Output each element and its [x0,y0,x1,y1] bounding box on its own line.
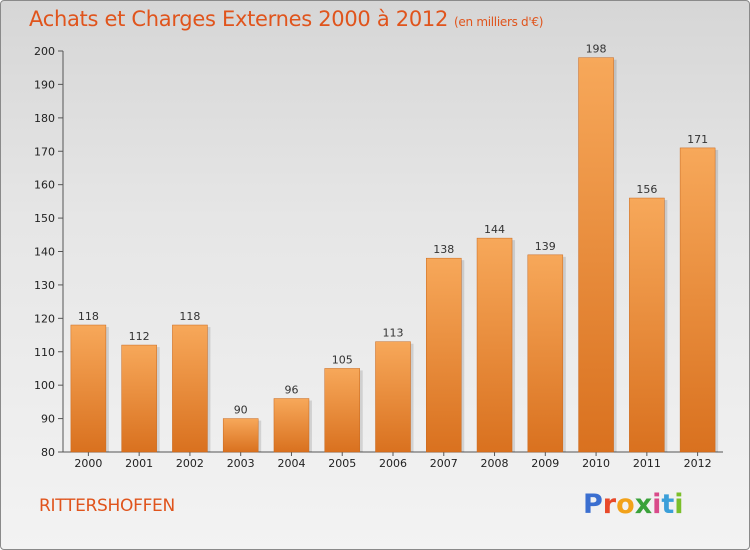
axis-layer: 80 90 100 110 120 130 140 150 160 170 180 190 200 200… [34,45,723,470]
bar-2006 [375,341,411,453]
x-tick-label-2005: 2005 [328,457,356,470]
data-label-2001: 112 [129,330,150,343]
data-label-2012: 171 [687,133,708,146]
chart-title-text: Achats et Charges Externes 2000 à 2012 [29,7,449,31]
data-label-2009: 139 [535,240,556,253]
y-tick-label: 150 [34,212,55,225]
x-tick-label-2006: 2006 [379,457,407,470]
data-label-2010: 198 [586,43,607,56]
y-tick-label: 140 [34,246,55,259]
logo-letter: x [634,489,653,520]
data-label-2008: 144 [484,223,505,236]
x-tick-label-2011: 2011 [633,457,661,470]
y-tick-label: 120 [34,312,55,325]
bar-2012 [679,147,716,453]
data-label-2004: 96 [284,384,298,397]
data-label-2003: 90 [234,404,248,417]
y-tick-label: 160 [34,179,55,192]
bar-2002 [172,324,208,453]
y-tick-label: 130 [34,279,55,292]
y-tick-label: 190 [34,78,55,91]
y-tick-label: 90 [41,413,55,426]
logo-letter: r [602,489,617,520]
bar-layer [70,57,719,453]
x-tick-label-2010: 2010 [582,457,610,470]
x-tick-label-2004: 2004 [277,457,305,470]
bar-2005 [324,368,360,453]
chart-subtitle: (en milliers d'€) [454,15,544,29]
y-tick-label: 80 [41,446,55,459]
bar-2001 [121,344,157,453]
data-label-2002: 118 [179,310,200,323]
logo-letter: i [652,489,662,520]
x-tick-label-2003: 2003 [227,457,255,470]
bar-2004 [273,398,310,453]
bar-2003 [222,418,259,453]
proxiti-logo[interactable]: Proxiti [583,489,684,520]
bar-2011 [629,197,665,453]
x-tick-label-2000: 2000 [74,457,102,470]
y-tick-label: 100 [34,379,55,392]
logo-letter: P [583,489,603,520]
y-tick-label: 170 [34,145,55,158]
data-label-2007: 138 [433,243,454,256]
bar-2007 [426,257,462,453]
data-label-2000: 118 [78,310,99,323]
bar-2009 [527,254,564,453]
bar-2010 [578,57,614,453]
data-label-2011: 156 [636,183,657,196]
bar-2000 [70,324,107,453]
commune-name: RITTERSHOFFEN [39,496,175,516]
x-tick-label-2007: 2007 [430,457,458,470]
bar-2008 [476,237,513,453]
data-label-2005: 105 [332,353,353,366]
x-tick-label-2012: 2012 [684,457,712,470]
y-tick-label: 110 [34,346,55,359]
x-tick-label-2001: 2001 [125,457,153,470]
x-tick-label-2009: 2009 [531,457,559,470]
label-layer: 118 112 118 90 96 105 113 138 144 139 198 156 171 [78,43,708,417]
x-tick-label-2008: 2008 [481,457,509,470]
logo-letter: i [674,489,684,520]
x-tick-label-2002: 2002 [176,457,204,470]
data-label-2006: 113 [383,327,404,340]
logo-letter: t [661,489,675,520]
y-tick-label: 200 [34,45,55,58]
y-tick-label: 180 [34,112,55,125]
logo-letter: o [616,489,635,520]
chart-title: Achats et Charges Externes 2000 à 2012 (e… [29,7,543,31]
